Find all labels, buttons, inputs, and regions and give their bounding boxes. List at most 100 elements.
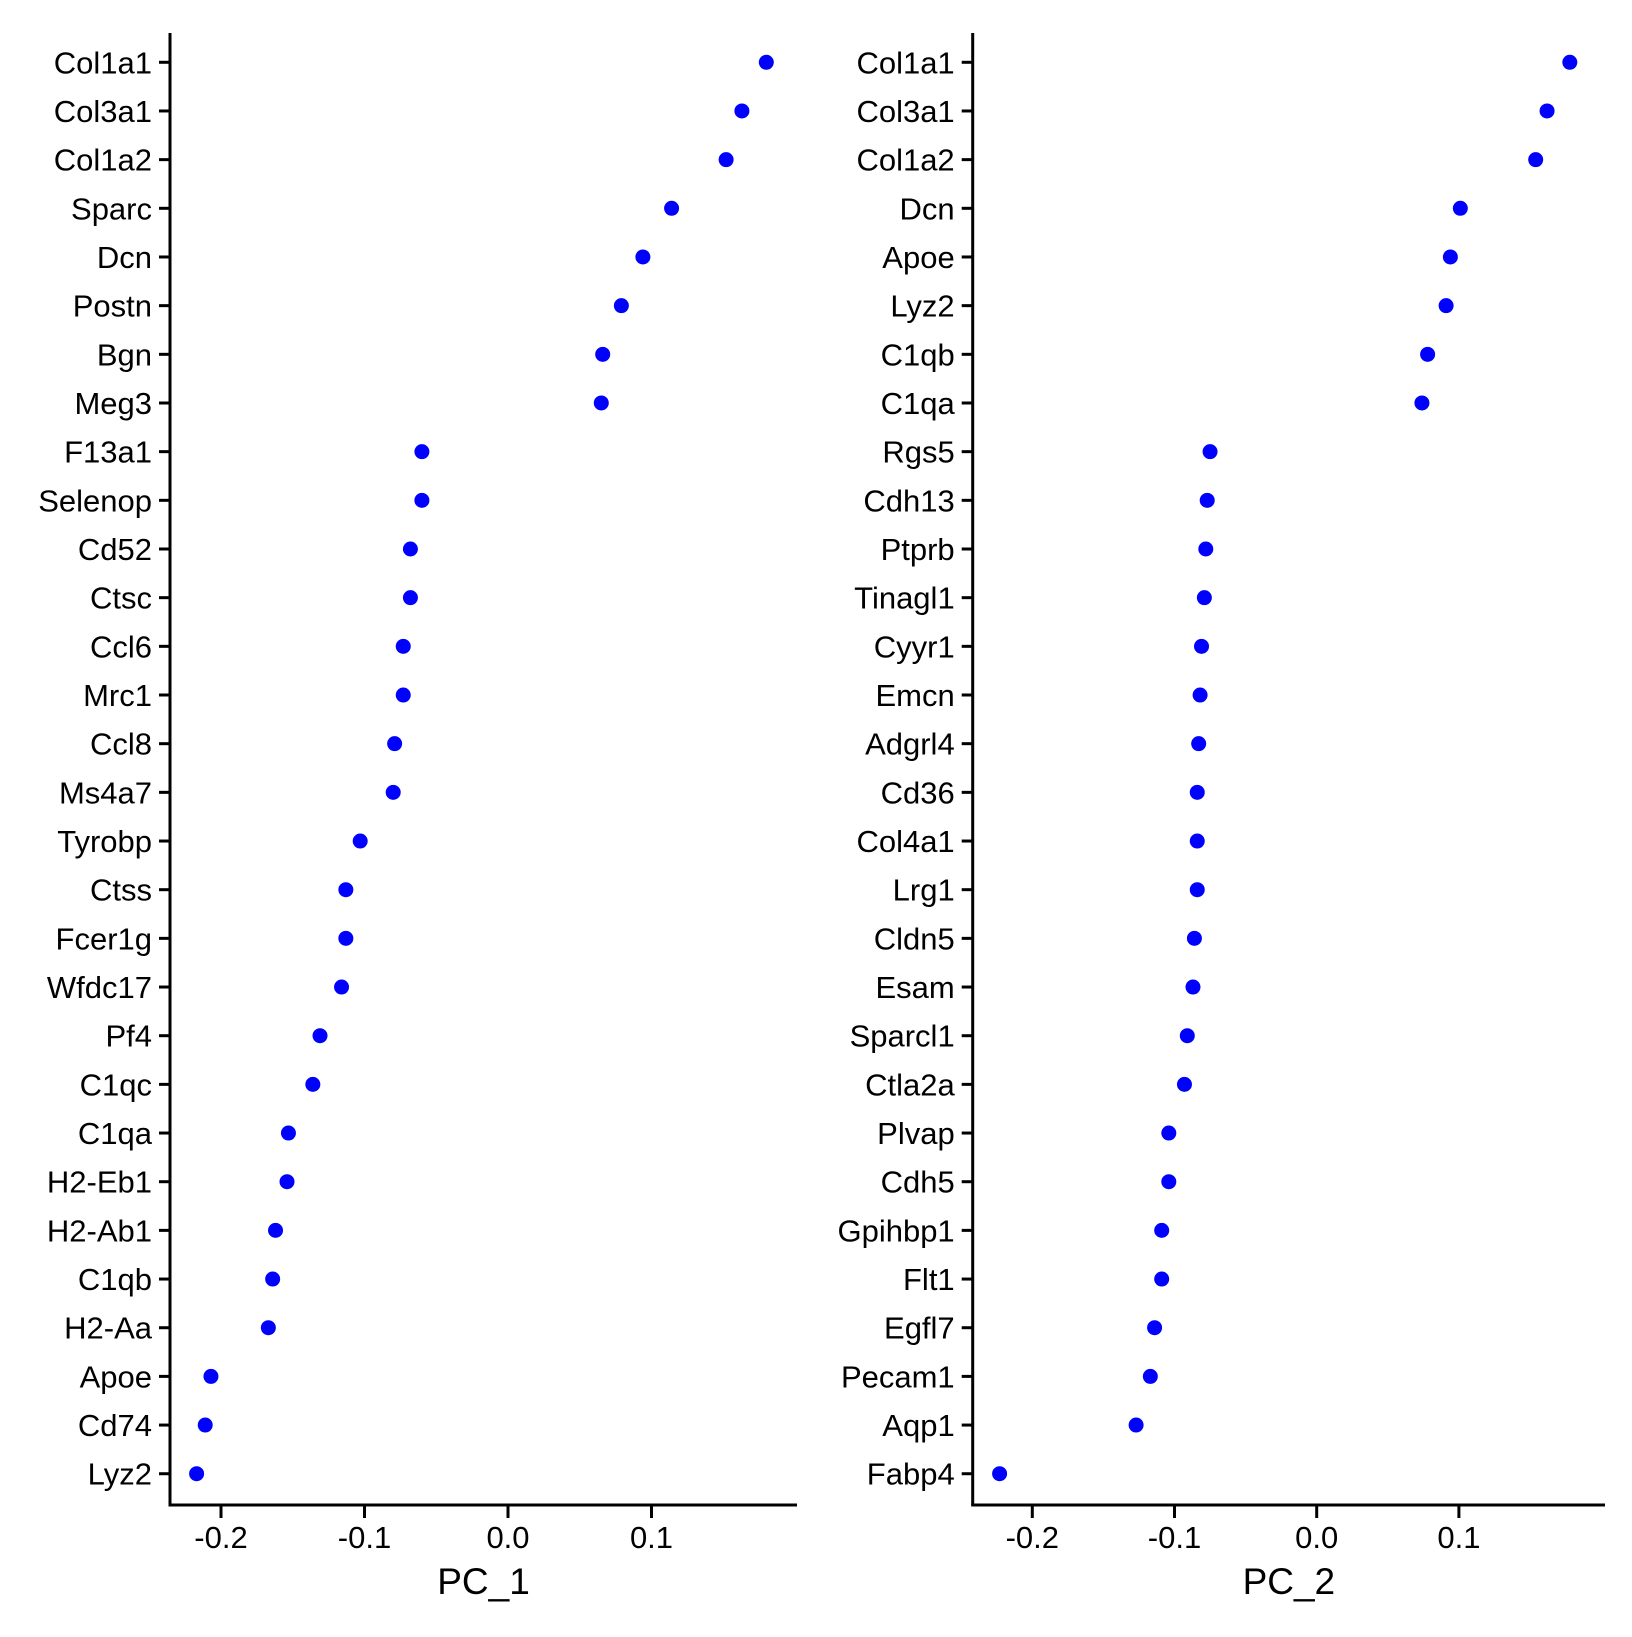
data-point <box>395 687 411 703</box>
x-tick-label: -0.1 <box>338 1520 391 1555</box>
data-point <box>402 541 418 557</box>
data-point <box>1202 444 1218 460</box>
gene-label: Cd52 <box>78 532 152 567</box>
gene-label: Cd36 <box>881 775 955 810</box>
gene-label: Fabp4 <box>867 1457 955 1492</box>
data-point <box>280 1125 296 1141</box>
gene-label: C1qa <box>881 386 956 421</box>
data-point <box>189 1466 205 1482</box>
data-point <box>279 1174 295 1190</box>
gene-label: Egfl7 <box>884 1311 955 1346</box>
data-point <box>992 1466 1008 1482</box>
gene-label: Dcn <box>900 191 955 226</box>
x-axis-title: PC_1 <box>437 1561 530 1602</box>
gene-label: Apoe <box>80 1359 152 1394</box>
gene-label: Ctss <box>90 873 152 908</box>
data-point <box>1438 298 1454 314</box>
data-point <box>1528 152 1544 168</box>
data-point <box>664 200 680 216</box>
x-tick-label: 0.1 <box>630 1520 673 1555</box>
data-point <box>1186 930 1202 946</box>
gene-label: Wfdc17 <box>47 970 152 1005</box>
gene-label: Lrg1 <box>893 873 955 908</box>
data-point <box>395 638 411 654</box>
gene-label: Fcer1g <box>56 921 152 956</box>
data-point <box>1179 1028 1195 1044</box>
gene-label: Cdh5 <box>881 1165 955 1200</box>
gene-label: Flt1 <box>903 1262 955 1297</box>
data-point <box>1452 200 1468 216</box>
data-point <box>1189 833 1205 849</box>
gene-label: Ptprb <box>881 532 955 567</box>
data-point <box>1539 103 1555 119</box>
data-point <box>758 54 774 70</box>
data-point <box>718 152 734 168</box>
data-point <box>197 1417 213 1433</box>
data-point <box>385 784 401 800</box>
gene-label: C1qc <box>80 1067 152 1102</box>
gene-label: Cdh13 <box>863 483 954 518</box>
gene-label: Adgrl4 <box>865 727 955 762</box>
data-point <box>1161 1125 1177 1141</box>
gene-label: Gpihbp1 <box>837 1213 954 1248</box>
gene-label: Bgn <box>97 337 152 372</box>
data-point <box>1192 687 1208 703</box>
gene-label: Mrc1 <box>83 678 152 713</box>
gene-label: H2-Ab1 <box>47 1213 152 1248</box>
x-tick-label: 0.0 <box>1295 1520 1338 1555</box>
data-point <box>352 833 368 849</box>
data-point <box>265 1271 281 1287</box>
data-point <box>1189 882 1205 898</box>
gene-label: Lyz2 <box>88 1457 152 1492</box>
gene-label: Aqp1 <box>882 1408 954 1443</box>
data-point <box>1194 638 1210 654</box>
x-tick-label: 0.1 <box>1437 1520 1480 1555</box>
gene-label: Sparcl1 <box>850 1019 955 1054</box>
gene-label: Col1a1 <box>856 45 954 80</box>
data-point <box>1147 1320 1163 1336</box>
data-point <box>1154 1222 1170 1238</box>
data-point <box>1191 736 1207 752</box>
data-point <box>1442 249 1458 265</box>
data-point <box>635 249 651 265</box>
data-point <box>595 346 611 362</box>
data-point <box>1414 395 1430 411</box>
gene-label: Dcn <box>97 240 152 275</box>
gene-label: Lyz2 <box>890 289 954 324</box>
gene-label: F13a1 <box>64 435 152 470</box>
gene-label: H2-Aa <box>64 1311 153 1346</box>
gene-label: Cd74 <box>78 1408 152 1443</box>
data-point <box>414 444 430 460</box>
data-point <box>734 103 750 119</box>
gene-label: Ccl6 <box>90 629 152 664</box>
data-point <box>402 590 418 606</box>
gene-label: Pecam1 <box>841 1359 955 1394</box>
data-point <box>1161 1174 1177 1190</box>
x-tick-label: -0.2 <box>194 1520 247 1555</box>
data-point <box>1196 590 1212 606</box>
data-point <box>1142 1368 1158 1384</box>
data-point <box>1185 979 1201 995</box>
x-axis-title: PC_2 <box>1243 1561 1336 1602</box>
gene-label: Esam <box>875 970 954 1005</box>
gene-label: Pf4 <box>105 1019 152 1054</box>
gene-label: C1qb <box>881 337 955 372</box>
data-point <box>414 492 430 508</box>
gene-label: Col1a2 <box>54 143 152 178</box>
gene-label: Apoe <box>882 240 954 275</box>
gene-label: Col3a1 <box>54 94 152 129</box>
gene-label: Rgs5 <box>882 435 954 470</box>
gene-label: Col1a2 <box>856 143 954 178</box>
gene-label: Col4a1 <box>856 824 954 859</box>
data-point <box>334 979 350 995</box>
gene-label: Selenop <box>38 483 152 518</box>
gene-label: Ctsc <box>90 581 152 616</box>
gene-label: Col3a1 <box>856 94 954 129</box>
x-tick-label: -0.1 <box>1148 1520 1201 1555</box>
gene-label: Meg3 <box>74 386 152 421</box>
data-point <box>260 1320 276 1336</box>
data-point <box>338 882 354 898</box>
data-point <box>312 1028 328 1044</box>
gene-label: Cyyr1 <box>874 629 955 664</box>
